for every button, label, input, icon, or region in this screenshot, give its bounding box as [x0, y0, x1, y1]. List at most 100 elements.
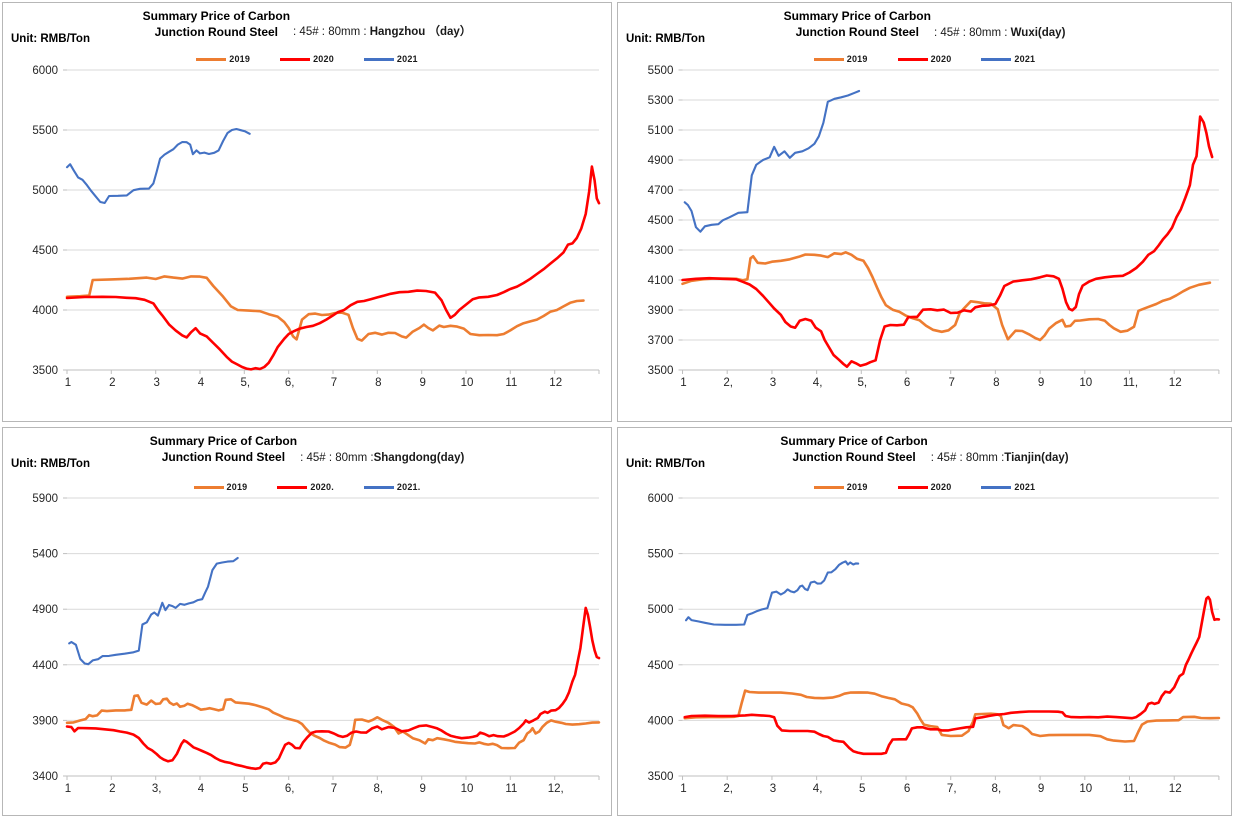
- legend: 2019 2020. 2021.: [3, 482, 611, 492]
- y-axis-label: 5500: [648, 65, 674, 77]
- legend-label-2019: 2019: [846, 482, 868, 492]
- x-axis-label: 5,: [241, 377, 251, 389]
- y-axis-label: 5500: [648, 549, 674, 561]
- legend-label-2020: 2020: [930, 54, 952, 64]
- legend-item-2021: 2021: [363, 54, 418, 64]
- unit-label: Unit: RMB/Ton: [11, 458, 90, 470]
- legend-item-2020: 2020: [280, 54, 334, 64]
- unit-label: Unit: RMB/Ton: [626, 33, 705, 45]
- x-axis-label: 6,: [285, 377, 295, 389]
- y-axis-label: 4500: [32, 245, 58, 257]
- x-axis-label: 9: [1038, 377, 1044, 389]
- legend-swatch-2021: [363, 485, 394, 489]
- x-axis-label: 10: [461, 377, 474, 389]
- x-axis-label: 7,: [947, 783, 957, 795]
- y-axis-label: 5300: [648, 95, 674, 107]
- unit-label: Unit: RMB/Ton: [626, 458, 705, 470]
- x-axis-label: 8: [375, 377, 381, 389]
- chart-panel-hangzhou: Unit: RMB/Ton Summary Price of Carbon Ju…: [2, 2, 612, 422]
- y-axis-label: 4100: [648, 275, 674, 287]
- x-axis-label: 1: [680, 377, 686, 389]
- chart-panel-tianjin: Unit: RMB/Ton Summary Price of Carbon Ju…: [617, 427, 1232, 816]
- y-axis-label: 4500: [648, 660, 674, 672]
- chart-panel-shangdong: Unit: RMB/Ton Summary Price of Carbon Ju…: [2, 427, 612, 816]
- legend: 2019 2020 2021: [618, 54, 1231, 64]
- series-line-2019: [65, 275, 585, 342]
- y-axis-label: 3900: [32, 715, 58, 727]
- series-line-2021: [683, 89, 861, 233]
- y-axis-label: 4400: [32, 660, 58, 672]
- x-axis-label: 9: [419, 377, 425, 389]
- series-line-2020: [681, 115, 1214, 369]
- x-axis-label: 7: [331, 783, 337, 795]
- x-axis-label: 3: [153, 377, 159, 389]
- x-axis-label: 4,: [813, 377, 823, 389]
- series-line-2019: [683, 689, 1221, 743]
- y-axis-label: 4000: [648, 715, 674, 727]
- x-axis-label: 7: [331, 377, 337, 389]
- x-axis-label: 8,: [374, 783, 384, 795]
- y-axis-label: 4700: [648, 185, 674, 197]
- legend-label-2020: 2020: [313, 54, 334, 64]
- x-axis-label: 4: [198, 783, 205, 795]
- series-line-2021: [65, 127, 251, 205]
- x-axis-label: 11,: [1123, 783, 1138, 795]
- series-line-2019: [681, 251, 1212, 342]
- x-axis-label: 2,: [723, 377, 733, 389]
- legend-swatch-2021: [981, 485, 1012, 489]
- y-axis-label: 4900: [32, 604, 58, 616]
- series-line-2020.: [65, 606, 601, 771]
- legend-item-2021: 2021: [981, 54, 1035, 64]
- x-axis-label: 6,: [285, 783, 295, 795]
- x-axis-label: 1: [680, 783, 686, 795]
- legend-label-2020: 2020.: [310, 482, 334, 492]
- x-axis-label: 9: [1038, 783, 1044, 795]
- legend-label-2021: 2021: [396, 54, 418, 64]
- x-axis-label: 1: [65, 377, 71, 389]
- legend-item-2019: 2019: [196, 54, 250, 64]
- series-line-2020: [65, 165, 601, 371]
- x-axis-label: 4: [198, 377, 205, 389]
- x-axis-label: 11,: [1123, 377, 1138, 389]
- chart-panel-wuxi: Unit: RMB/Ton Summary Price of Carbon Ju…: [617, 2, 1232, 422]
- x-axis-label: 12: [1169, 377, 1182, 389]
- legend-swatch-2020: [897, 485, 928, 489]
- y-axis-label: 5000: [648, 604, 674, 616]
- y-axis-label: 6000: [648, 493, 674, 505]
- x-axis-label: 2: [109, 377, 115, 389]
- plot-area-shangdong: 5900 5400 4900 4400 3900 3400 1 2 3, 4 5 6, 7 8, 9 10 11…: [32, 493, 601, 795]
- x-axis-label: 12: [549, 377, 562, 389]
- y-axis-label: 3400: [32, 771, 58, 783]
- legend-swatch-2019: [196, 57, 227, 61]
- x-axis-label: 6: [904, 377, 910, 389]
- plot-area-wuxi: 5500 5300 5100 4900 4700 4500 4300 4100 3900 3700…: [648, 65, 1220, 389]
- legend-label-2021: 2021: [1014, 482, 1036, 492]
- y-axis-label: 3500: [32, 365, 58, 377]
- x-axis-label: 8: [993, 377, 999, 389]
- legend-swatch-2020: [280, 57, 311, 61]
- series-line-2020: [683, 595, 1221, 756]
- x-axis-label: 12,: [548, 783, 564, 795]
- y-axis-label: 5500: [32, 125, 58, 137]
- x-axis-label: 5: [859, 783, 865, 795]
- y-axis-label: 3500: [648, 365, 674, 377]
- legend-swatch-2019: [813, 485, 844, 489]
- legend-item-2020: 2020: [897, 54, 952, 64]
- y-axis-label: 3700: [648, 335, 674, 347]
- series-line-2019: [65, 694, 601, 750]
- legend-item-2020: 2020.: [277, 482, 334, 492]
- x-axis-label: 8,: [992, 783, 1002, 795]
- legend-label-2019: 2019: [846, 54, 868, 64]
- x-axis-label: 12: [1169, 783, 1182, 795]
- legend-item-2020: 2020: [897, 482, 952, 492]
- legend-item-2021: 2021.: [363, 482, 421, 492]
- y-axis-label: 3900: [648, 305, 674, 317]
- legend-swatch-2021: [363, 57, 394, 61]
- y-axis-label: 4900: [648, 155, 674, 167]
- x-axis-label: 3,: [152, 783, 162, 795]
- y-axis-label: 4300: [648, 245, 674, 257]
- x-axis-label: 11: [505, 377, 517, 389]
- legend-item-2019: 2019: [813, 482, 868, 492]
- legend-swatch-2019: [193, 485, 224, 489]
